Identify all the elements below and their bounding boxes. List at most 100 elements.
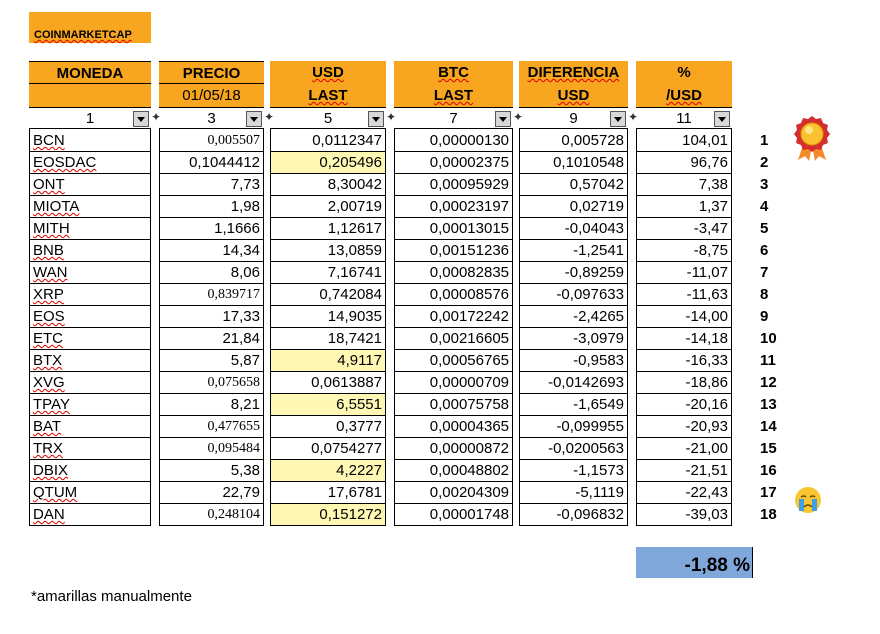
cell-percent-usd[interactable]: -16,33 [637, 350, 731, 372]
cell-percent-usd[interactable]: -14,18 [637, 328, 731, 350]
cell-moneda[interactable]: XVG [30, 372, 150, 394]
cell-precio[interactable]: 14,34 [160, 240, 263, 262]
cell-diferencia-usd[interactable]: -0,096832 [520, 504, 627, 526]
cell-moneda[interactable]: BNB [30, 240, 150, 262]
cell-moneda[interactable]: BAT [30, 416, 150, 438]
cell-diferencia-usd[interactable]: -3,0979 [520, 328, 627, 350]
cell-diferencia-usd[interactable]: -0,04043 [520, 218, 627, 240]
cell-diferencia-usd[interactable]: -5,1119 [520, 482, 627, 504]
cell-percent-usd[interactable]: -21,00 [637, 438, 731, 460]
cell-btc-last[interactable]: 0,00151236 [395, 240, 512, 262]
cell-diferencia-usd[interactable]: -0,89259 [520, 262, 627, 284]
cell-usd-last[interactable]: 0,151272 [271, 504, 385, 526]
cell-diferencia-usd[interactable]: 0,57042 [520, 174, 627, 196]
cell-precio[interactable]: 0,075658 [160, 372, 263, 394]
cell-precio[interactable]: 8,06 [160, 262, 263, 284]
cell-percent-usd[interactable]: 104,01 [637, 130, 731, 152]
dropdown-arrow-icon[interactable] [246, 111, 262, 127]
cell-moneda[interactable]: TPAY [30, 394, 150, 416]
cell-diferencia-usd[interactable]: -0,099955 [520, 416, 627, 438]
cell-moneda[interactable]: MITH [30, 218, 150, 240]
cell-usd-last[interactable]: 14,9035 [271, 306, 385, 328]
cell-moneda[interactable]: XRP [30, 284, 150, 306]
cell-precio[interactable]: 17,33 [160, 306, 263, 328]
cell-btc-last[interactable]: 0,00002375 [395, 152, 512, 174]
cell-diferencia-usd[interactable]: -2,4265 [520, 306, 627, 328]
cell-btc-last[interactable]: 0,00216605 [395, 328, 512, 350]
cell-precio[interactable]: 0,477655 [160, 416, 263, 438]
cell-usd-last[interactable]: 4,9117 [271, 350, 385, 372]
cell-btc-last[interactable]: 0,00095929 [395, 174, 512, 196]
dropdown-arrow-icon[interactable] [133, 111, 149, 127]
cell-usd-last[interactable]: 0,742084 [271, 284, 385, 306]
cell-usd-last[interactable]: 0,205496 [271, 152, 385, 174]
cell-percent-usd[interactable]: 1,37 [637, 196, 731, 218]
dropdown-arrow-icon[interactable] [610, 111, 626, 127]
cell-btc-last[interactable]: 0,00008576 [395, 284, 512, 306]
cell-precio[interactable]: 21,84 [160, 328, 263, 350]
cell-btc-last[interactable]: 0,00013015 [395, 218, 512, 240]
dropdown-arrow-icon[interactable] [495, 111, 511, 127]
cell-precio[interactable]: 1,1666 [160, 218, 263, 240]
cell-moneda[interactable]: EOSDAC [30, 152, 150, 174]
cell-precio[interactable]: 5,87 [160, 350, 263, 372]
dropdown-arrow-icon[interactable] [368, 111, 384, 127]
cell-btc-last[interactable]: 0,00000709 [395, 372, 512, 394]
cell-usd-last[interactable]: 6,5551 [271, 394, 385, 416]
cell-percent-usd[interactable]: 7,38 [637, 174, 731, 196]
cell-percent-usd[interactable]: -20,93 [637, 416, 731, 438]
cell-percent-usd[interactable]: -11,63 [637, 284, 731, 306]
cell-percent-usd[interactable]: -21,51 [637, 460, 731, 482]
cell-usd-last[interactable]: 13,0859 [271, 240, 385, 262]
cell-diferencia-usd[interactable]: 0,02719 [520, 196, 627, 218]
cell-precio[interactable]: 7,73 [160, 174, 263, 196]
cell-percent-usd[interactable]: -18,86 [637, 372, 731, 394]
cell-percent-usd[interactable]: -22,43 [637, 482, 731, 504]
cell-moneda[interactable]: BCN [30, 130, 150, 152]
cell-precio[interactable]: 0,095484 [160, 438, 263, 460]
cell-precio[interactable]: 0,839717 [160, 284, 263, 306]
cell-percent-usd[interactable]: -20,16 [637, 394, 731, 416]
cell-btc-last[interactable]: 0,00001748 [395, 504, 512, 526]
cell-usd-last[interactable]: 0,3777 [271, 416, 385, 438]
dropdown-arrow-icon[interactable] [714, 111, 730, 127]
cell-usd-last[interactable]: 17,6781 [271, 482, 385, 504]
cell-usd-last[interactable]: 1,12617 [271, 218, 385, 240]
cell-diferencia-usd[interactable]: 0,1010548 [520, 152, 627, 174]
cell-btc-last[interactable]: 0,00056765 [395, 350, 512, 372]
cell-moneda[interactable]: DAN [30, 504, 150, 526]
cell-btc-last[interactable]: 0,00204309 [395, 482, 512, 504]
cell-diferencia-usd[interactable]: -1,2541 [520, 240, 627, 262]
cell-moneda[interactable]: QTUM [30, 482, 150, 504]
cell-precio[interactable]: 22,79 [160, 482, 263, 504]
cell-diferencia-usd[interactable]: -1,6549 [520, 394, 627, 416]
cell-usd-last[interactable]: 2,00719 [271, 196, 385, 218]
cell-precio[interactable]: 0,005507 [160, 130, 263, 152]
cell-diferencia-usd[interactable]: -0,0142693 [520, 372, 627, 394]
cell-diferencia-usd[interactable]: 0,005728 [520, 130, 627, 152]
cell-btc-last[interactable]: 0,00075758 [395, 394, 512, 416]
cell-precio[interactable]: 5,38 [160, 460, 263, 482]
cell-moneda[interactable]: EOS [30, 306, 150, 328]
cell-moneda[interactable]: DBIX [30, 460, 150, 482]
cell-percent-usd[interactable]: -8,75 [637, 240, 731, 262]
cell-btc-last[interactable]: 0,00000872 [395, 438, 512, 460]
cell-btc-last[interactable]: 0,00082835 [395, 262, 512, 284]
cell-btc-last[interactable]: 0,00000130 [395, 130, 512, 152]
cell-btc-last[interactable]: 0,00172242 [395, 306, 512, 328]
cell-precio[interactable]: 8,21 [160, 394, 263, 416]
cell-diferencia-usd[interactable]: -0,0200563 [520, 438, 627, 460]
cell-percent-usd[interactable]: -11,07 [637, 262, 731, 284]
cell-percent-usd[interactable]: 96,76 [637, 152, 731, 174]
cell-diferencia-usd[interactable]: -1,1573 [520, 460, 627, 482]
cell-diferencia-usd[interactable]: -0,097633 [520, 284, 627, 306]
cell-usd-last[interactable]: 8,30042 [271, 174, 385, 196]
cell-precio[interactable]: 0,248104 [160, 504, 263, 526]
cell-percent-usd[interactable]: -14,00 [637, 306, 731, 328]
cell-usd-last[interactable]: 0,0754277 [271, 438, 385, 460]
cell-usd-last[interactable]: 0,0112347 [271, 130, 385, 152]
cell-percent-usd[interactable]: -3,47 [637, 218, 731, 240]
cell-btc-last[interactable]: 0,00048802 [395, 460, 512, 482]
cell-percent-usd[interactable]: -39,03 [637, 504, 731, 526]
cell-moneda[interactable]: ETC [30, 328, 150, 350]
